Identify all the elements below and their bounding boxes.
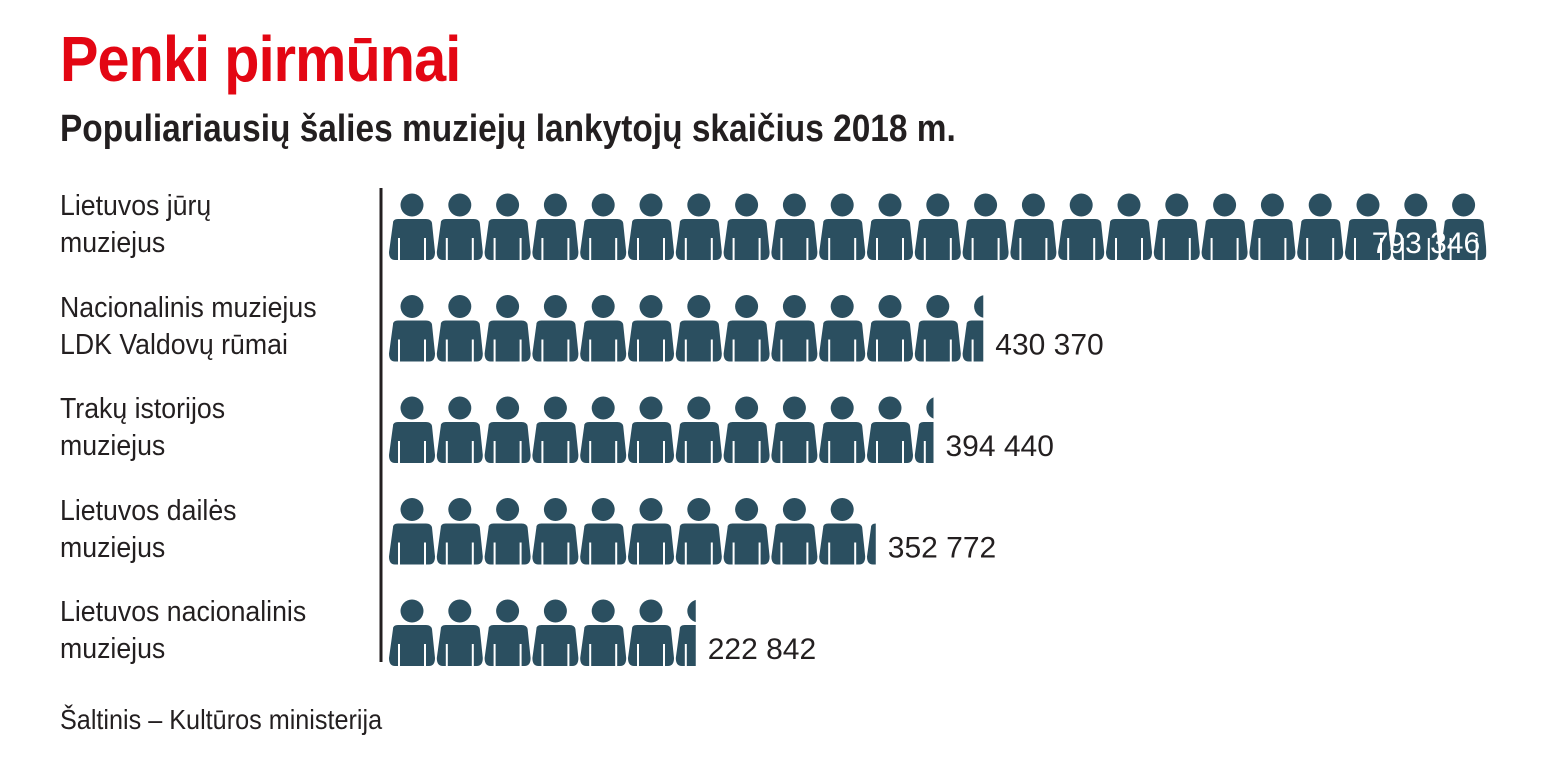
- person-icon: [675, 295, 722, 362]
- person-icon: [1392, 193, 1439, 260]
- person-icon: [1201, 193, 1248, 260]
- person-icon: [723, 498, 770, 565]
- chart-subtitle: Populiariausių šalies muziejų lankytojų …: [60, 108, 956, 150]
- person-icon: [484, 396, 531, 463]
- category-label: Trakų istorijos muziejus: [60, 391, 225, 465]
- person-icon: [484, 498, 531, 565]
- person-icon: [1440, 193, 1487, 260]
- person-icon: [867, 396, 913, 463]
- category-label: Nacionalinis muziejus LDK Valdovų rūmai: [60, 290, 317, 364]
- person-icon: [962, 295, 984, 362]
- person-icon: [436, 295, 483, 362]
- person-icon: [914, 193, 961, 260]
- category-label-line: muziejus: [60, 531, 166, 564]
- icon-row: [389, 193, 1487, 260]
- person-icon: [628, 498, 674, 565]
- person-icon: [484, 295, 531, 362]
- icon-row: [389, 295, 984, 362]
- icon-row: [389, 396, 934, 463]
- person-icon: [628, 396, 674, 463]
- person-icon: [723, 193, 770, 260]
- person-icon: [675, 498, 722, 565]
- category-label-line: Lietuvos nacionalinis: [60, 596, 307, 628]
- person-icon: [389, 498, 435, 565]
- person-icon: [484, 193, 531, 260]
- person-icon: [436, 599, 483, 666]
- category-label: Lietuvos dailės muziejus: [60, 493, 236, 567]
- person-icon: [389, 193, 435, 260]
- person-icon: [1345, 193, 1391, 260]
- category-label-line: LDK Valdovų rūmai: [60, 328, 288, 361]
- value-label: 352 772: [888, 532, 996, 565]
- person-icon: [867, 295, 913, 362]
- person-icon: [580, 193, 627, 260]
- person-icon: [389, 599, 435, 666]
- person-icon: [1106, 193, 1152, 260]
- value-label: 793 346: [1372, 227, 1480, 260]
- person-icon: [819, 193, 866, 260]
- category-label-line: muziejus: [60, 227, 166, 259]
- person-icon: [723, 295, 770, 362]
- person-icon: [532, 295, 579, 362]
- person-icon: [436, 193, 483, 260]
- category-label-line: Lietuvos jūrų: [60, 190, 212, 222]
- person-icon: [819, 295, 866, 362]
- category-label-line: Trakų istorijos: [60, 393, 226, 425]
- person-icon: [532, 396, 579, 463]
- person-icon: [819, 498, 866, 565]
- value-label: 430 370: [995, 329, 1103, 362]
- person-icon: [1153, 193, 1200, 260]
- person-icon: [580, 295, 627, 362]
- person-icon: [389, 295, 435, 362]
- value-label: 222 842: [708, 633, 816, 666]
- person-icon: [532, 193, 579, 260]
- category-label-line: muziejus: [60, 633, 166, 665]
- person-icon: [1058, 193, 1105, 260]
- person-icon: [771, 193, 818, 260]
- person-icon: [436, 396, 483, 463]
- person-icon: [723, 396, 770, 463]
- person-icon: [1010, 193, 1057, 260]
- category-label-line: muziejus: [60, 430, 166, 462]
- person-icon: [1249, 193, 1296, 260]
- category-label-line: Lietuvos dailės: [60, 494, 237, 527]
- person-icon: [532, 599, 579, 666]
- source-note: Šaltinis – Kultūros ministerija: [60, 704, 383, 735]
- person-icon: [914, 397, 934, 463]
- icon-row: [389, 498, 876, 565]
- person-icon: [771, 396, 818, 463]
- person-icon: [867, 193, 913, 260]
- person-icon: [962, 193, 1009, 260]
- icon-row: [389, 599, 696, 666]
- person-icon: [580, 498, 627, 565]
- person-icon: [532, 498, 579, 565]
- person-icon: [675, 599, 696, 666]
- person-icon: [914, 295, 961, 362]
- person-icon: [628, 193, 674, 260]
- person-icon: [675, 396, 722, 463]
- person-icon: [580, 599, 627, 666]
- person-icon: [819, 396, 866, 463]
- person-icon: [580, 396, 627, 463]
- category-label: Lietuvos nacionalinis muziejus: [60, 594, 306, 668]
- person-icon: [389, 396, 435, 463]
- category-label-line: Nacionalinis muziejus: [60, 291, 317, 324]
- person-icon: [628, 295, 674, 362]
- person-icon: [771, 498, 818, 565]
- person-icon: [484, 599, 531, 666]
- person-icon: [1297, 193, 1344, 260]
- person-icon: [771, 295, 818, 362]
- person-icon: [628, 599, 674, 666]
- chart-title: Penki pirmūnai: [60, 23, 461, 95]
- person-icon: [675, 193, 722, 260]
- person-icon: [867, 523, 876, 565]
- category-label: Lietuvos jūrų muziejus: [60, 188, 211, 262]
- person-icon: [436, 498, 483, 565]
- value-label: 394 440: [945, 430, 1053, 463]
